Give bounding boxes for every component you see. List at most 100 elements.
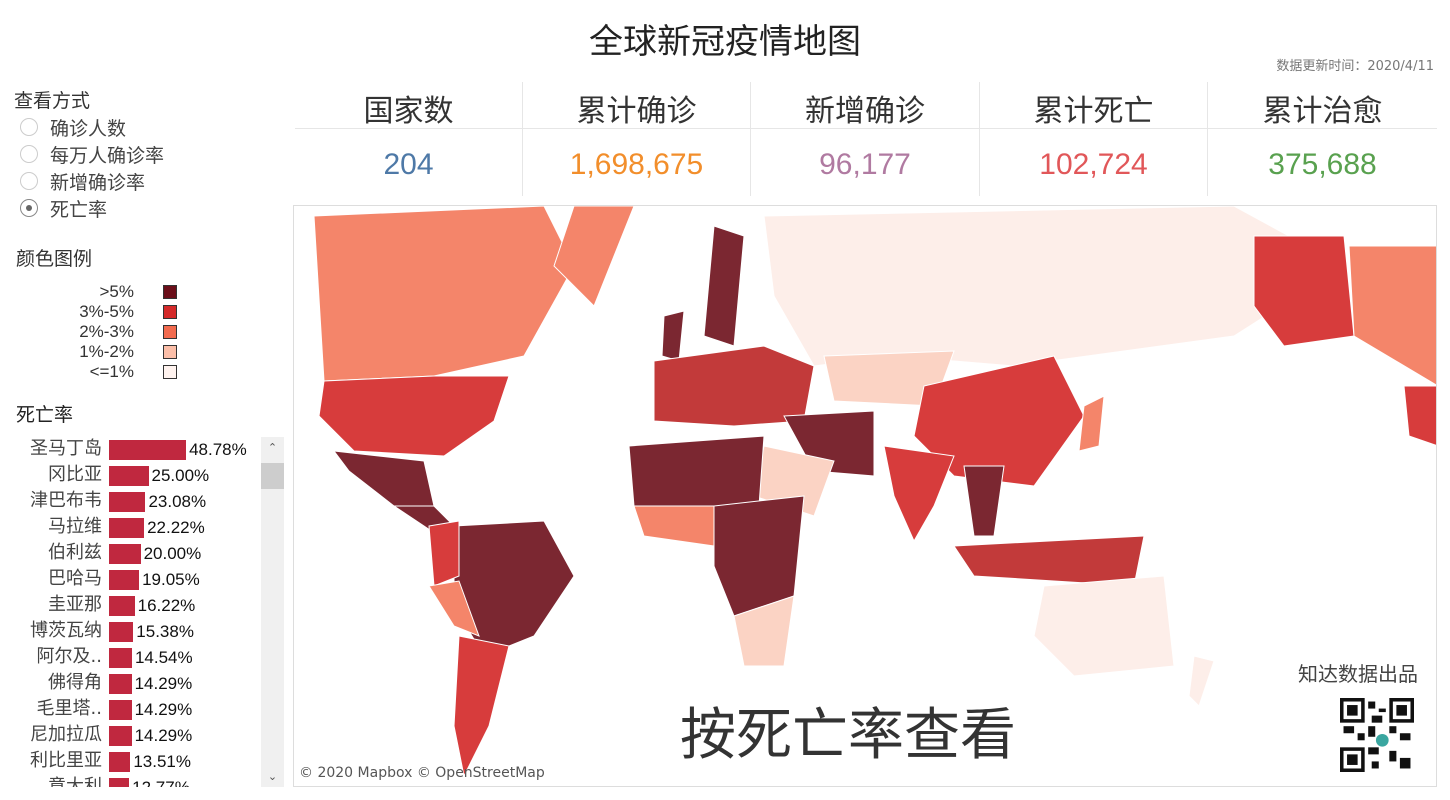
country-australia	[1033, 575, 1175, 677]
world-map[interactable]	[293, 205, 1437, 787]
death-rate-list[interactable]: 圣马丁岛 48.78% 冈比亚 25.00% 津巴布韦 23.08% 马拉维 22.2…	[0, 437, 260, 787]
list-row[interactable]: 津巴布韦 23.08%	[0, 489, 260, 515]
country-canada	[313, 206, 575, 382]
list-row[interactable]: 毛里塔.. 14.29%	[0, 697, 260, 723]
rate-bar[interactable]	[109, 648, 132, 668]
radio-label: 新增确诊率	[50, 171, 146, 194]
radio-death-rate[interactable]: 死亡率	[20, 195, 107, 221]
rate-label: 14.54%	[134, 648, 193, 667]
rate-bar[interactable]	[109, 466, 149, 486]
country-name: 巴哈马	[48, 568, 102, 589]
rate-bar[interactable]	[109, 440, 187, 460]
list-row[interactable]: 圭亚那 16.22%	[0, 593, 260, 619]
rate-label: 48.78%	[189, 440, 247, 459]
country-southern-africa	[733, 595, 795, 667]
update-time: 数据更新时间：2020/4/11	[1276, 59, 1434, 74]
radio-selected-icon[interactable]	[20, 199, 38, 217]
radio-icon[interactable]	[20, 172, 38, 190]
scrollbar[interactable]: ⌃ ⌄	[261, 437, 284, 787]
rate-label: 23.08%	[148, 492, 207, 511]
radio-icon[interactable]	[20, 145, 38, 163]
country-name: 佛得角	[48, 672, 102, 693]
kpi-card: 新增确诊 96,177	[751, 82, 980, 196]
radio-per-10k[interactable]: 每万人确诊率	[20, 141, 164, 167]
radio-confirmed[interactable]: 确诊人数	[20, 114, 126, 140]
kpi-label: 新增确诊	[805, 94, 925, 129]
country-usa-east	[1403, 385, 1436, 446]
country-canada-east	[1348, 245, 1436, 386]
legend-label: 1%-2%	[79, 342, 134, 361]
list-row[interactable]: 佛得角 14.29%	[0, 671, 260, 697]
rate-label: 25.00%	[151, 466, 210, 485]
country-new-zealand	[1188, 655, 1215, 707]
legend-label: 3%-5%	[79, 302, 134, 321]
kpi-value: 204	[383, 148, 434, 181]
map-overlay-text: 按死亡率查看	[680, 703, 1016, 768]
country-name: 毛里塔..	[36, 698, 102, 719]
legend-label: >5%	[99, 282, 135, 301]
list-row[interactable]: 利比里亚 13.51%	[0, 749, 260, 775]
rate-bar[interactable]	[109, 544, 141, 564]
kpi-card: 累计死亡 102,724	[980, 82, 1208, 196]
rate-bar[interactable]	[109, 492, 146, 512]
rate-label: 14.29%	[134, 726, 193, 745]
rate-bar[interactable]	[109, 752, 131, 772]
list-row[interactable]: 伯利兹 20.00%	[0, 541, 260, 567]
radio-new-rate[interactable]: 新增确诊率	[20, 168, 145, 194]
country-europe	[653, 345, 815, 427]
rate-bar[interactable]	[109, 518, 145, 538]
rate-bar[interactable]	[109, 700, 132, 720]
radio-label: 确诊人数	[50, 117, 127, 140]
kpi-card: 国家数 204	[295, 82, 523, 196]
country-name: 利比里亚	[30, 750, 102, 771]
country-name: 博茨瓦纳	[30, 620, 102, 641]
legend-swatch	[163, 345, 177, 359]
rate-label: 22.22%	[147, 518, 205, 537]
rate-label: 19.05%	[142, 570, 200, 589]
kpi-label: 累计治愈	[1262, 94, 1383, 129]
scroll-down-icon[interactable]: ⌄	[267, 770, 278, 783]
rate-bar[interactable]	[109, 726, 132, 746]
country-brazil	[453, 520, 575, 657]
scroll-up-icon[interactable]: ⌃	[267, 441, 278, 454]
rate-bar[interactable]	[109, 778, 130, 787]
country-west-africa	[633, 505, 715, 547]
rate-bar[interactable]	[109, 674, 132, 694]
rate-label: 13.51%	[133, 752, 192, 771]
country-north-africa	[628, 435, 765, 507]
legend-swatch	[163, 325, 177, 339]
legend-swatch	[163, 305, 177, 319]
country-scandinavia	[703, 225, 745, 347]
qr-code-icon	[1340, 698, 1414, 772]
kpi-value: 375,688	[1268, 148, 1377, 181]
country-china	[913, 355, 1085, 487]
brand-text: 知达数据出品	[1298, 662, 1418, 686]
rate-bar[interactable]	[109, 570, 140, 590]
list-row[interactable]: 圣马丁岛 48.78%	[0, 437, 260, 463]
country-name: 意大利	[48, 776, 102, 787]
rate-bar[interactable]	[109, 596, 135, 616]
radio-icon[interactable]	[20, 118, 38, 136]
country-alaska	[1253, 235, 1355, 347]
list-row[interactable]: 冈比亚 25.00%	[0, 463, 260, 489]
rate-label: 15.38%	[136, 622, 194, 641]
kpi-value: 96,177	[819, 148, 911, 181]
list-row[interactable]: 博茨瓦纳 15.38%	[0, 619, 260, 645]
country-colombia	[428, 520, 460, 587]
kpi-label: 国家数	[363, 94, 454, 129]
radio-label: 死亡率	[50, 198, 108, 221]
view-mode-label: 查看方式	[14, 90, 91, 112]
rate-bar[interactable]	[109, 622, 134, 642]
kpi-card: 累计确诊 1,698,675	[523, 82, 751, 196]
legend-label: 2%-3%	[79, 322, 134, 341]
list-row[interactable]: 马拉维 22.22%	[0, 515, 260, 541]
list-row[interactable]: 巴哈马 19.05%	[0, 567, 260, 593]
legend-title: 颜色图例	[16, 248, 93, 270]
list-row[interactable]: 意大利 12.77%	[0, 775, 260, 787]
map-attribution[interactable]: © 2020 Mapbox © OpenStreetMap	[299, 765, 545, 781]
scrollbar-thumb[interactable]	[261, 463, 284, 489]
list-row[interactable]: 尼加拉瓜 14.29%	[0, 723, 260, 749]
list-row[interactable]: 阿尔及.. 14.54%	[0, 645, 260, 671]
rate-label: 14.29%	[134, 700, 193, 719]
list-title: 死亡率	[16, 404, 74, 426]
